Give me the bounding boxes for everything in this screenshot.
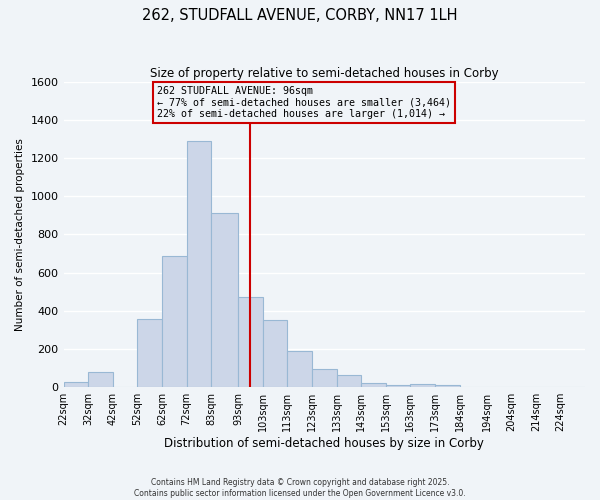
X-axis label: Distribution of semi-detached houses by size in Corby: Distribution of semi-detached houses by …: [164, 437, 484, 450]
Bar: [187, 141, 211, 387]
Text: Contains HM Land Registry data © Crown copyright and database right 2025.
Contai: Contains HM Land Registry data © Crown c…: [134, 478, 466, 498]
Bar: [386, 386, 410, 387]
Bar: [263, 320, 287, 387]
Title: Size of property relative to semi-detached houses in Corby: Size of property relative to semi-detach…: [150, 68, 499, 80]
Bar: [287, 351, 312, 387]
Y-axis label: Number of semi-detached properties: Number of semi-detached properties: [15, 138, 25, 331]
Bar: [238, 298, 263, 387]
Text: 262, STUDFALL AVENUE, CORBY, NN17 1LH: 262, STUDFALL AVENUE, CORBY, NN17 1LH: [142, 8, 458, 22]
Bar: [162, 256, 187, 387]
Bar: [337, 375, 361, 387]
Bar: [312, 369, 337, 387]
Bar: [64, 382, 88, 387]
Text: 262 STUDFALL AVENUE: 96sqm
← 77% of semi-detached houses are smaller (3,464)
22%: 262 STUDFALL AVENUE: 96sqm ← 77% of semi…: [157, 86, 451, 120]
Bar: [88, 372, 113, 387]
Bar: [435, 386, 460, 387]
Bar: [361, 384, 386, 387]
Bar: [137, 320, 162, 387]
Bar: [211, 214, 238, 387]
Bar: [410, 384, 435, 387]
